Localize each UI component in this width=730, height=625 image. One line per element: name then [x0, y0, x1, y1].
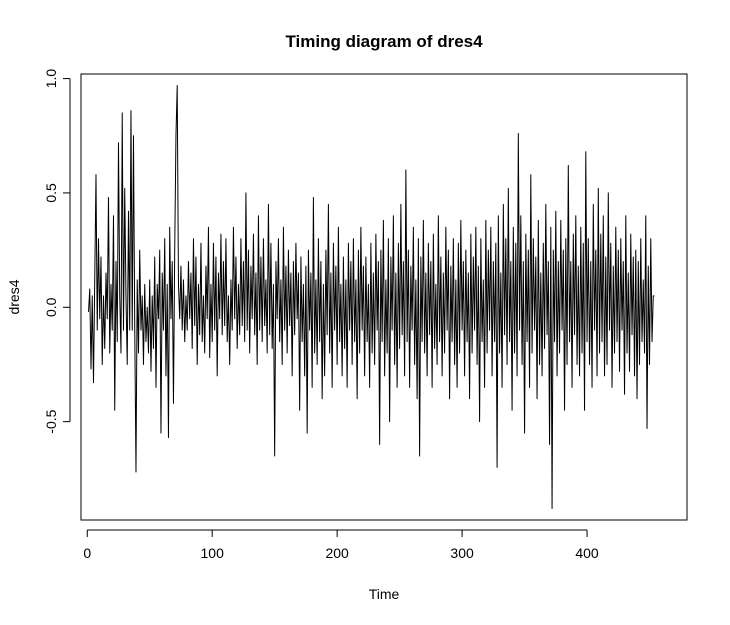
y-axis: -0.5 0.0 0.5 1.0 [43, 69, 71, 434]
chart-title: Timing diagram of dres4 [285, 32, 483, 51]
plot-frame [80, 73, 688, 521]
y-tick-label: -0.5 [43, 409, 59, 433]
x-axis-label: Time [369, 586, 400, 602]
y-tick-label: 0.5 [43, 183, 59, 203]
y-tick-label: 1.0 [43, 69, 59, 89]
x-tick-label: 300 [450, 545, 474, 561]
series-line-group [88, 84, 655, 510]
x-tick-label: 100 [201, 545, 225, 561]
x-tick-label: 200 [325, 545, 349, 561]
y-tick-label: 0.0 [43, 297, 59, 317]
x-tick-label: 0 [83, 545, 91, 561]
y-axis-label: dres4 [6, 279, 22, 314]
x-tick-label: 400 [575, 545, 599, 561]
x-axis: 0 100 200 300 400 [83, 529, 599, 561]
series-line-0 [88, 84, 655, 510]
